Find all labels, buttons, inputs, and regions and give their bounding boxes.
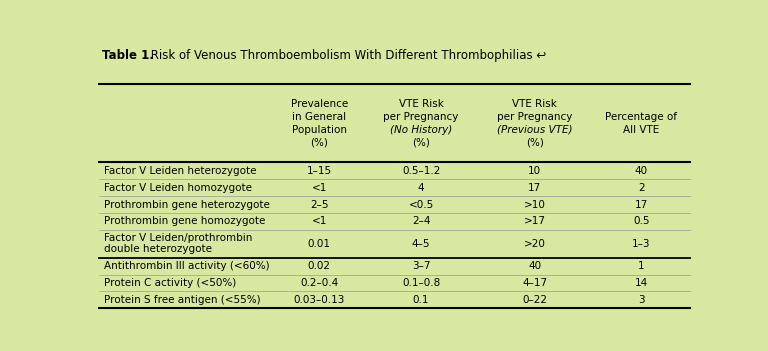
- Text: 14: 14: [634, 278, 648, 288]
- Text: Factor V Leiden/prothrombin: Factor V Leiden/prothrombin: [104, 233, 252, 243]
- Text: >10: >10: [524, 200, 546, 210]
- Text: Factor V Leiden heterozygote: Factor V Leiden heterozygote: [104, 166, 257, 176]
- Text: (No History): (No History): [390, 125, 452, 135]
- Text: 2: 2: [638, 183, 644, 193]
- Text: Prevalence: Prevalence: [290, 99, 348, 109]
- Text: 0.2–0.4: 0.2–0.4: [300, 278, 338, 288]
- Text: 0.03–0.13: 0.03–0.13: [293, 295, 345, 305]
- Text: 17: 17: [528, 183, 541, 193]
- Text: 2–5: 2–5: [310, 200, 329, 210]
- Text: 3–7: 3–7: [412, 261, 430, 271]
- Text: Population: Population: [292, 125, 346, 135]
- Text: 0–22: 0–22: [522, 295, 548, 305]
- Text: 17: 17: [634, 200, 648, 210]
- Text: 1–3: 1–3: [632, 239, 650, 249]
- Text: <0.5: <0.5: [409, 200, 434, 210]
- Text: 4–5: 4–5: [412, 239, 430, 249]
- Text: 0.1: 0.1: [413, 295, 429, 305]
- Text: Protein S free antigen (<55%): Protein S free antigen (<55%): [104, 295, 260, 305]
- Text: Prothrombin gene heterozygote: Prothrombin gene heterozygote: [104, 200, 270, 210]
- Text: per Pregnancy: per Pregnancy: [383, 112, 458, 122]
- Text: Percentage of: Percentage of: [605, 112, 677, 122]
- Text: Table 1.: Table 1.: [102, 49, 154, 62]
- Text: per Pregnancy: per Pregnancy: [497, 112, 573, 122]
- Text: <1: <1: [312, 183, 327, 193]
- Text: 10: 10: [528, 166, 541, 176]
- Text: in General: in General: [292, 112, 346, 122]
- Text: >20: >20: [524, 239, 546, 249]
- Text: <1: <1: [312, 217, 327, 226]
- Text: 0.5–1.2: 0.5–1.2: [402, 166, 440, 176]
- Text: 40: 40: [634, 166, 648, 176]
- Text: (%): (%): [412, 138, 430, 148]
- Text: double heterozygote: double heterozygote: [104, 245, 212, 254]
- Text: 1–15: 1–15: [306, 166, 332, 176]
- Text: 0.1–0.8: 0.1–0.8: [402, 278, 440, 288]
- Text: 2–4: 2–4: [412, 217, 430, 226]
- Text: VTE Risk: VTE Risk: [512, 99, 558, 109]
- Text: VTE Risk: VTE Risk: [399, 99, 444, 109]
- Text: 1: 1: [638, 261, 644, 271]
- Text: All VTE: All VTE: [623, 125, 660, 135]
- Text: 0.01: 0.01: [308, 239, 331, 249]
- Text: 0.5: 0.5: [633, 217, 650, 226]
- Text: Antithrombin III activity (<60%): Antithrombin III activity (<60%): [104, 261, 270, 271]
- Text: Factor V Leiden homozygote: Factor V Leiden homozygote: [104, 183, 252, 193]
- Text: Risk of Venous Thromboembolism With Different Thrombophilias ↩: Risk of Venous Thromboembolism With Diff…: [147, 49, 546, 62]
- Text: (%): (%): [310, 138, 328, 148]
- Text: 40: 40: [528, 261, 541, 271]
- Text: Protein C activity (<50%): Protein C activity (<50%): [104, 278, 236, 288]
- Text: 3: 3: [638, 295, 644, 305]
- Text: (Previous VTE): (Previous VTE): [497, 125, 573, 135]
- Text: (%): (%): [526, 138, 544, 148]
- Text: 0.02: 0.02: [308, 261, 331, 271]
- Text: Prothrombin gene homozygote: Prothrombin gene homozygote: [104, 217, 265, 226]
- Text: >17: >17: [524, 217, 546, 226]
- Text: 4–17: 4–17: [522, 278, 548, 288]
- Text: 4: 4: [418, 183, 425, 193]
